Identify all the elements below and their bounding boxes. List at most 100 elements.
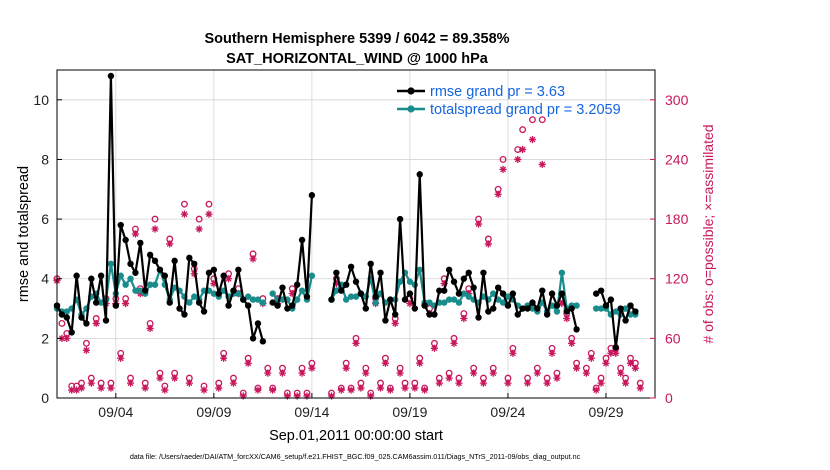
obs-assimilated-point (131, 230, 140, 238)
obs-assimilated-point (435, 379, 443, 387)
totalspread-point (151, 281, 159, 288)
obs-assimilated-point (332, 280, 340, 288)
obs-assimilated-point (621, 379, 630, 387)
rmse-point (465, 269, 472, 276)
rmse-point (382, 317, 389, 324)
rmse-point (470, 284, 477, 291)
obs-assimilated-point (126, 379, 135, 387)
totalspread-point (460, 290, 468, 297)
obs-assimilated-point (450, 339, 458, 347)
totalspread-point (293, 296, 301, 303)
obs-assimilated-point (107, 384, 115, 392)
obs-assimilated-point (347, 386, 355, 394)
totalspread-point (573, 302, 580, 309)
y-tick-label: 4 (41, 271, 49, 287)
totalspread-point (426, 299, 433, 306)
y-axis-label: rmse and totalspread (16, 166, 32, 302)
totalspread-point (122, 281, 129, 288)
rmse-point (298, 236, 306, 244)
obs-assimilated-point (460, 314, 468, 323)
rmse-point (254, 320, 262, 327)
rmse-point (504, 302, 512, 309)
rmse-point (514, 311, 521, 318)
rmse-point (210, 266, 218, 273)
obs-assimilated-point (224, 275, 233, 283)
rmse-point (352, 278, 360, 285)
rmse-point (539, 287, 546, 294)
obs-assimilated-point (509, 349, 517, 357)
totalspread-point (499, 299, 507, 306)
rmse-point (303, 293, 311, 300)
obs-assimilated-point (357, 384, 365, 392)
y-axis-label-right: # of obs: o=possible; ×=assimilated (700, 124, 716, 343)
obs-assimilated-point (205, 210, 213, 218)
rmse-point (490, 305, 497, 312)
rmse-point (333, 269, 340, 276)
totalspread-point (269, 290, 276, 297)
rmse-point (181, 311, 188, 318)
totalspread-point (191, 293, 198, 300)
y-tick-label: 0 (41, 390, 49, 406)
totalspread-point (406, 278, 414, 285)
obs-assimilated-point (626, 359, 635, 367)
rmse-point (107, 72, 115, 80)
rmse-point (244, 302, 252, 309)
rmse-point (240, 296, 247, 303)
obs-assimilated-point (342, 364, 350, 372)
totalspread-point (396, 278, 404, 285)
totalspread-point (235, 290, 242, 297)
rmse-point (543, 311, 551, 318)
obs-assimilated-point (283, 392, 291, 400)
legend-label-rmse: rmse grand pr = 3.63 (430, 84, 565, 100)
rmse-point (421, 302, 428, 309)
rmse-point (627, 302, 634, 309)
totalspread-point (342, 296, 350, 303)
obs-assimilated-point (195, 225, 203, 233)
obs-assimilated-point (68, 386, 76, 394)
rmse-point (573, 326, 580, 333)
obs-assimilated-point (484, 240, 492, 248)
rmse-point (166, 299, 173, 306)
obs-assimilated-point (636, 384, 644, 392)
obs-assimilated-point (558, 299, 566, 308)
obs-assimilated-point (582, 369, 590, 377)
rmse-point (494, 284, 502, 291)
obs-assimilated-point (617, 369, 625, 377)
legend: rmse grand pr = 3.63 totalspread grand p… (397, 84, 621, 118)
totalspread-point (107, 260, 115, 268)
rmse-point (416, 171, 423, 178)
footer-filepath: data file: /Users/raeder/DAI/ATM_forcXX/… (130, 452, 581, 461)
obs-assimilated-point (264, 369, 272, 377)
rmse-point (563, 308, 570, 315)
rmse-point (328, 296, 335, 303)
obs-assimilated-point (474, 220, 483, 228)
obs-assimilated-point (161, 386, 169, 394)
totalspread-point (254, 296, 262, 303)
obs-assimilated-point (406, 299, 414, 308)
totalspread-point (622, 305, 629, 312)
obs-assimilated-point (411, 384, 419, 392)
obs-assimilated-point (523, 379, 532, 387)
obs-assimilated-point (519, 145, 527, 154)
rmse-point (97, 272, 105, 279)
totalspread-point (347, 293, 355, 300)
obs-assimilated-point (146, 324, 154, 333)
legend-marker-totalspread (407, 105, 415, 113)
obs-assimilated-point (92, 319, 100, 328)
x-tick-label: 09/14 (294, 404, 329, 420)
obs-possible-point (499, 156, 507, 163)
rmse-point (235, 266, 242, 273)
obs-assimilated-point (499, 165, 507, 173)
totalspread-point (504, 293, 512, 300)
x-tick-label: 09/09 (196, 404, 231, 420)
rmse-point (338, 287, 345, 294)
obs-assimilated-point (166, 240, 174, 248)
obs-assimilated-point (141, 384, 149, 392)
rmse-point (396, 215, 404, 223)
totalspread-point (445, 296, 453, 303)
totalspread-point (146, 281, 154, 288)
obs-assimilated-point (185, 379, 193, 387)
obs-assimilated-point (362, 369, 370, 377)
obs-assimilated-point (386, 386, 394, 394)
obs-assimilated-point (298, 369, 306, 377)
